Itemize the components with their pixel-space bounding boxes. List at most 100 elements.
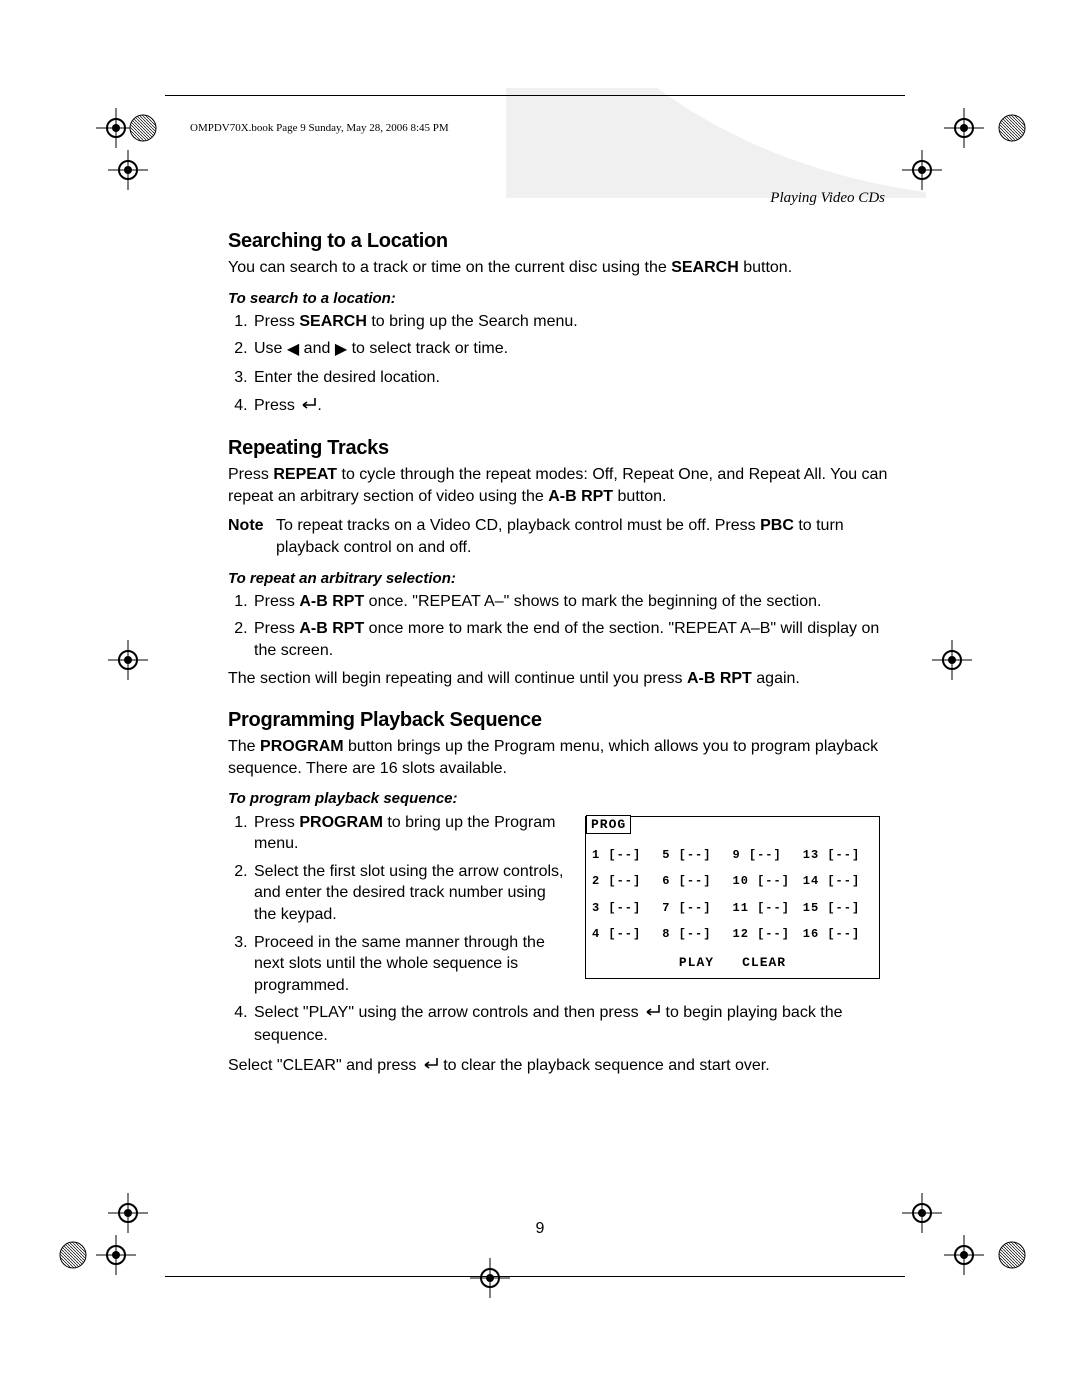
- text: The: [228, 738, 260, 755]
- step: Press A-B RPT once. "REPEAT A–" shows to…: [252, 591, 888, 613]
- reg-mark-icon: [96, 1235, 136, 1275]
- page-number: 9: [0, 1220, 1080, 1238]
- text: Press: [254, 313, 299, 330]
- text: You can search to a track or time on the…: [228, 259, 671, 276]
- text-bold: A-B RPT: [548, 488, 613, 505]
- program-slot: 3 [--]: [592, 900, 662, 916]
- triangle-right-icon: ▶: [335, 339, 347, 361]
- program-menu-clear: CLEAR: [742, 954, 786, 972]
- program-menu-grid: 1 [--]5 [--]9 [--]13 [--] 2 [--]6 [--]10 …: [592, 847, 873, 942]
- text-bold: A-B RPT: [299, 593, 364, 610]
- text: Select "CLEAR" and press: [228, 1057, 421, 1074]
- text-bold: SEARCH: [671, 259, 739, 276]
- text: .: [317, 397, 321, 414]
- text-bold: A-B RPT: [299, 620, 364, 637]
- reg-solid-icon: [997, 1240, 1027, 1270]
- text: button.: [613, 488, 666, 505]
- triangle-left-icon: ◀: [287, 339, 299, 361]
- reg-mark-icon: [944, 1235, 984, 1275]
- text: again.: [752, 670, 800, 687]
- step: Enter the desired location.: [252, 367, 888, 389]
- step: Press SEARCH to bring up the Search menu…: [252, 311, 888, 333]
- text-bold: PROGRAM: [260, 738, 344, 755]
- program-menu-tab: PROG: [586, 815, 631, 835]
- text: to select track or time.: [347, 340, 508, 357]
- program-slot: 7 [--]: [662, 900, 732, 916]
- enter-icon: [643, 1003, 661, 1025]
- text: Use: [254, 340, 287, 357]
- text-bold: PBC: [760, 517, 794, 534]
- program-menu-box: PROG 1 [--]5 [--]9 [--]13 [--] 2 [--]6 [-…: [585, 816, 880, 979]
- reg-mark-icon: [902, 150, 942, 190]
- reg-mark-icon: [108, 640, 148, 680]
- program-slot: 15 [--]: [803, 900, 873, 916]
- subhead-repeat: To repeat an arbitrary selection:: [228, 569, 888, 589]
- program-slot: 9 [--]: [733, 847, 803, 863]
- program-menu-figure: PROG 1 [--]5 [--]9 [--]13 [--] 2 [--]6 [-…: [585, 816, 880, 979]
- heading-programming: Programming Playback Sequence: [228, 707, 888, 734]
- program-menu-actions: PLAY CLEAR: [592, 954, 873, 972]
- enter-icon: [299, 396, 317, 418]
- program-slot: 12 [--]: [733, 926, 803, 942]
- reg-mark-icon: [944, 108, 984, 148]
- program-slot: 5 [--]: [662, 847, 732, 863]
- text-bold: A-B RPT: [687, 670, 752, 687]
- text: The section will begin repeating and wil…: [228, 670, 687, 687]
- steps-repeat: Press A-B RPT once. "REPEAT A–" shows to…: [228, 591, 888, 662]
- reg-solid-icon: [128, 113, 158, 143]
- program-slot: 13 [--]: [803, 847, 873, 863]
- steps-search: Press SEARCH to bring up the Search menu…: [228, 311, 888, 417]
- heading-searching: Searching to a Location: [228, 228, 888, 255]
- section2-intro: Press REPEAT to cycle through the repeat…: [228, 464, 888, 507]
- book-line: OMPDV70X.book Page 9 Sunday, May 28, 200…: [190, 122, 449, 134]
- text: to bring up the Search menu.: [367, 313, 578, 330]
- note-block: Note To repeat tracks on a Video CD, pla…: [228, 515, 888, 558]
- reg-solid-icon: [58, 1240, 88, 1270]
- text: button.: [739, 259, 792, 276]
- step: Select "PLAY" using the arrow controls a…: [252, 1002, 888, 1046]
- chapter-label: Playing Video CDs: [770, 190, 885, 207]
- text: Press: [254, 593, 299, 610]
- text: Press: [254, 397, 299, 414]
- decorative-sweep-top: [506, 88, 926, 198]
- subhead-program: To program playback sequence:: [228, 789, 888, 809]
- program-slot: 16 [--]: [803, 926, 873, 942]
- program-slot: 8 [--]: [662, 926, 732, 942]
- step: Press A-B RPT once more to mark the end …: [252, 618, 888, 661]
- page-content: Searching to a Location You can search t…: [228, 210, 888, 1083]
- step: Use ◀ and ▶ to select track or time.: [252, 338, 888, 361]
- program-menu-play: PLAY: [679, 954, 714, 972]
- reg-mark-icon: [932, 640, 972, 680]
- note-label: Note: [228, 515, 276, 558]
- program-slot: 1 [--]: [592, 847, 662, 863]
- text: and: [299, 340, 335, 357]
- program-slot: 6 [--]: [662, 873, 732, 889]
- text-bold: PROGRAM: [299, 814, 383, 831]
- section2-tail: The section will begin repeating and wil…: [228, 668, 888, 690]
- reg-solid-icon: [997, 113, 1027, 143]
- program-slot: 10 [--]: [733, 873, 803, 889]
- section1-intro: You can search to a track or time on the…: [228, 257, 888, 279]
- enter-icon: [421, 1056, 439, 1078]
- text-bold: REPEAT: [273, 466, 337, 483]
- text: Press: [228, 466, 273, 483]
- program-slot: 4 [--]: [592, 926, 662, 942]
- text: To repeat tracks on a Video CD, playback…: [276, 517, 760, 534]
- text: Press: [254, 620, 299, 637]
- text: to clear the playback sequence and start…: [439, 1057, 770, 1074]
- section3-intro: The PROGRAM button brings up the Program…: [228, 736, 888, 779]
- section3-tail: Select "CLEAR" and press to clear the pl…: [228, 1055, 888, 1078]
- heading-repeating: Repeating Tracks: [228, 435, 888, 462]
- text-bold: SEARCH: [299, 313, 367, 330]
- reg-mark-icon: [470, 1258, 510, 1298]
- subhead-search: To search to a location:: [228, 289, 888, 309]
- step: Press .: [252, 395, 888, 418]
- note-body: To repeat tracks on a Video CD, playback…: [276, 515, 888, 558]
- program-slot: 11 [--]: [733, 900, 803, 916]
- text: Select "PLAY" using the arrow controls a…: [254, 1004, 643, 1021]
- program-slot: 2 [--]: [592, 873, 662, 889]
- text: Press: [254, 814, 299, 831]
- reg-mark-icon: [108, 150, 148, 190]
- program-slot: 14 [--]: [803, 873, 873, 889]
- text: once. "REPEAT A–" shows to mark the begi…: [364, 593, 821, 610]
